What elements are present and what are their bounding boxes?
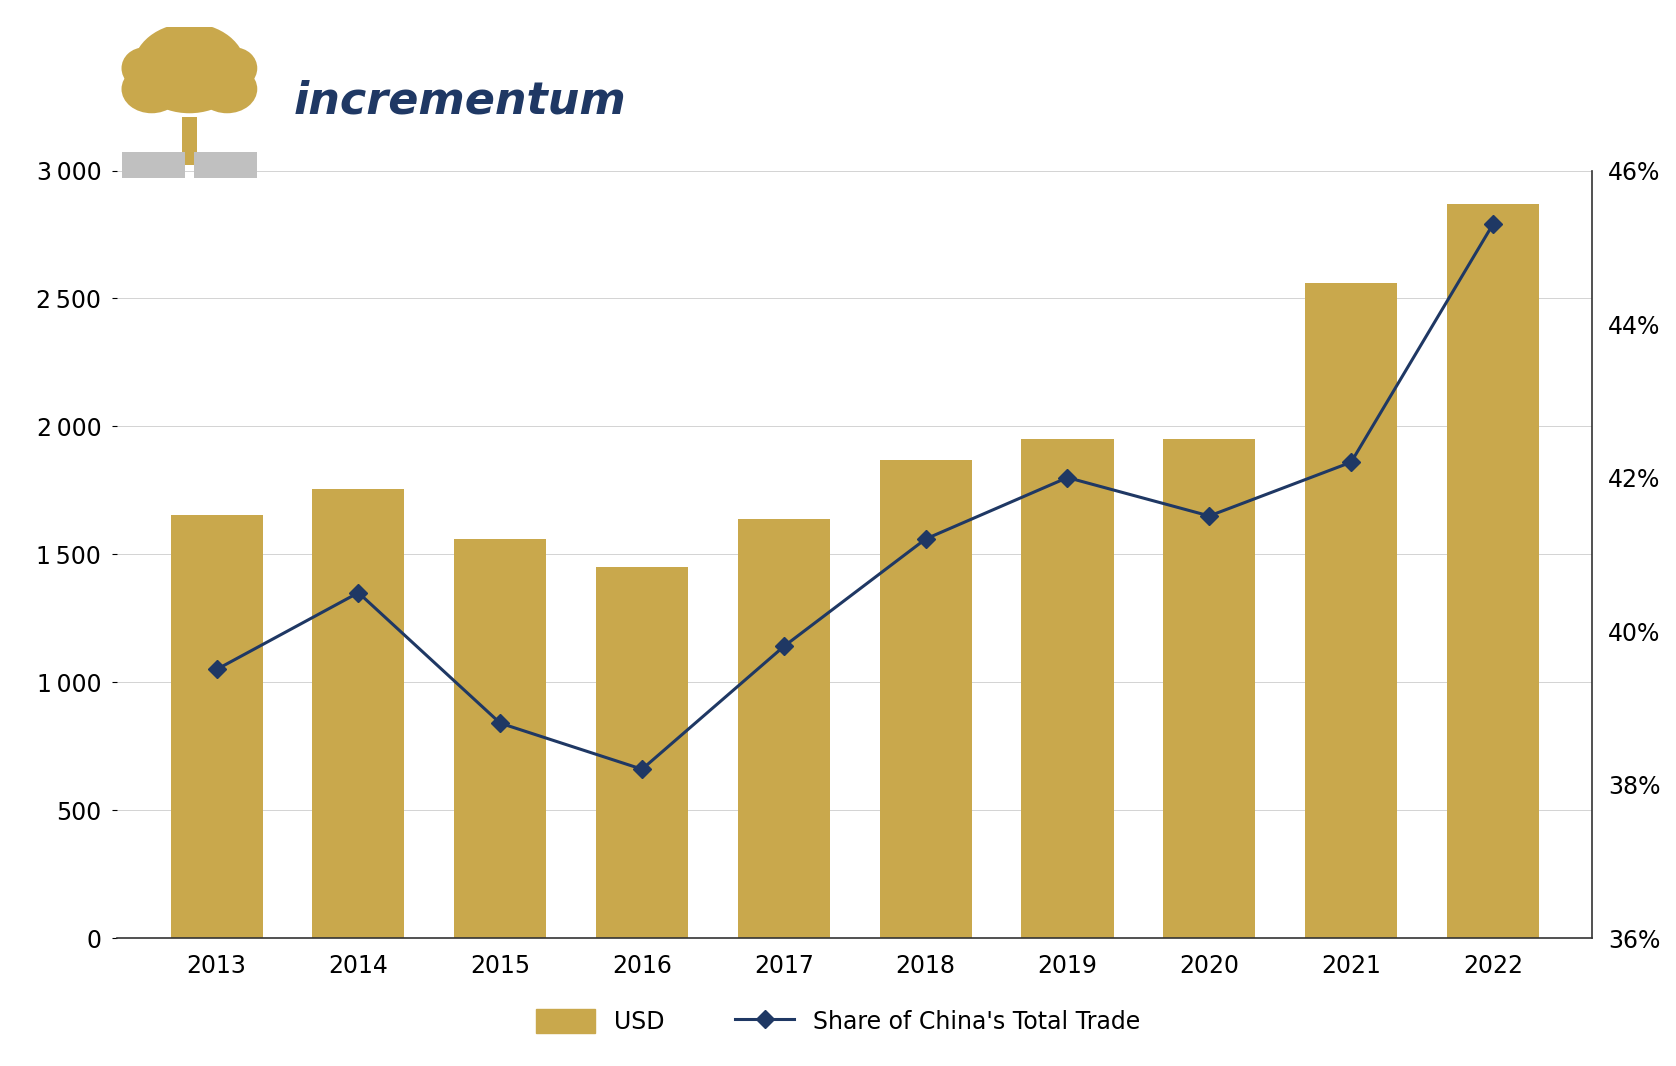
Bar xyxy=(1163,439,1255,938)
Bar xyxy=(880,459,972,938)
Bar xyxy=(454,539,546,938)
Polygon shape xyxy=(194,152,258,178)
Ellipse shape xyxy=(132,23,246,113)
Legend: USD, Share of China's Total Trade: USD, Share of China's Total Trade xyxy=(526,1000,1150,1044)
Ellipse shape xyxy=(211,47,258,90)
Bar xyxy=(1306,284,1398,938)
Text: incrementum: incrementum xyxy=(293,80,627,123)
Bar xyxy=(737,518,830,938)
Ellipse shape xyxy=(198,65,258,113)
Bar xyxy=(312,489,404,938)
Bar xyxy=(1446,204,1539,938)
Polygon shape xyxy=(181,117,198,165)
Bar xyxy=(171,515,263,938)
Bar xyxy=(1021,439,1113,938)
Bar xyxy=(597,567,689,938)
Ellipse shape xyxy=(156,27,223,68)
Ellipse shape xyxy=(121,47,168,90)
Ellipse shape xyxy=(121,65,181,113)
Polygon shape xyxy=(121,152,184,178)
